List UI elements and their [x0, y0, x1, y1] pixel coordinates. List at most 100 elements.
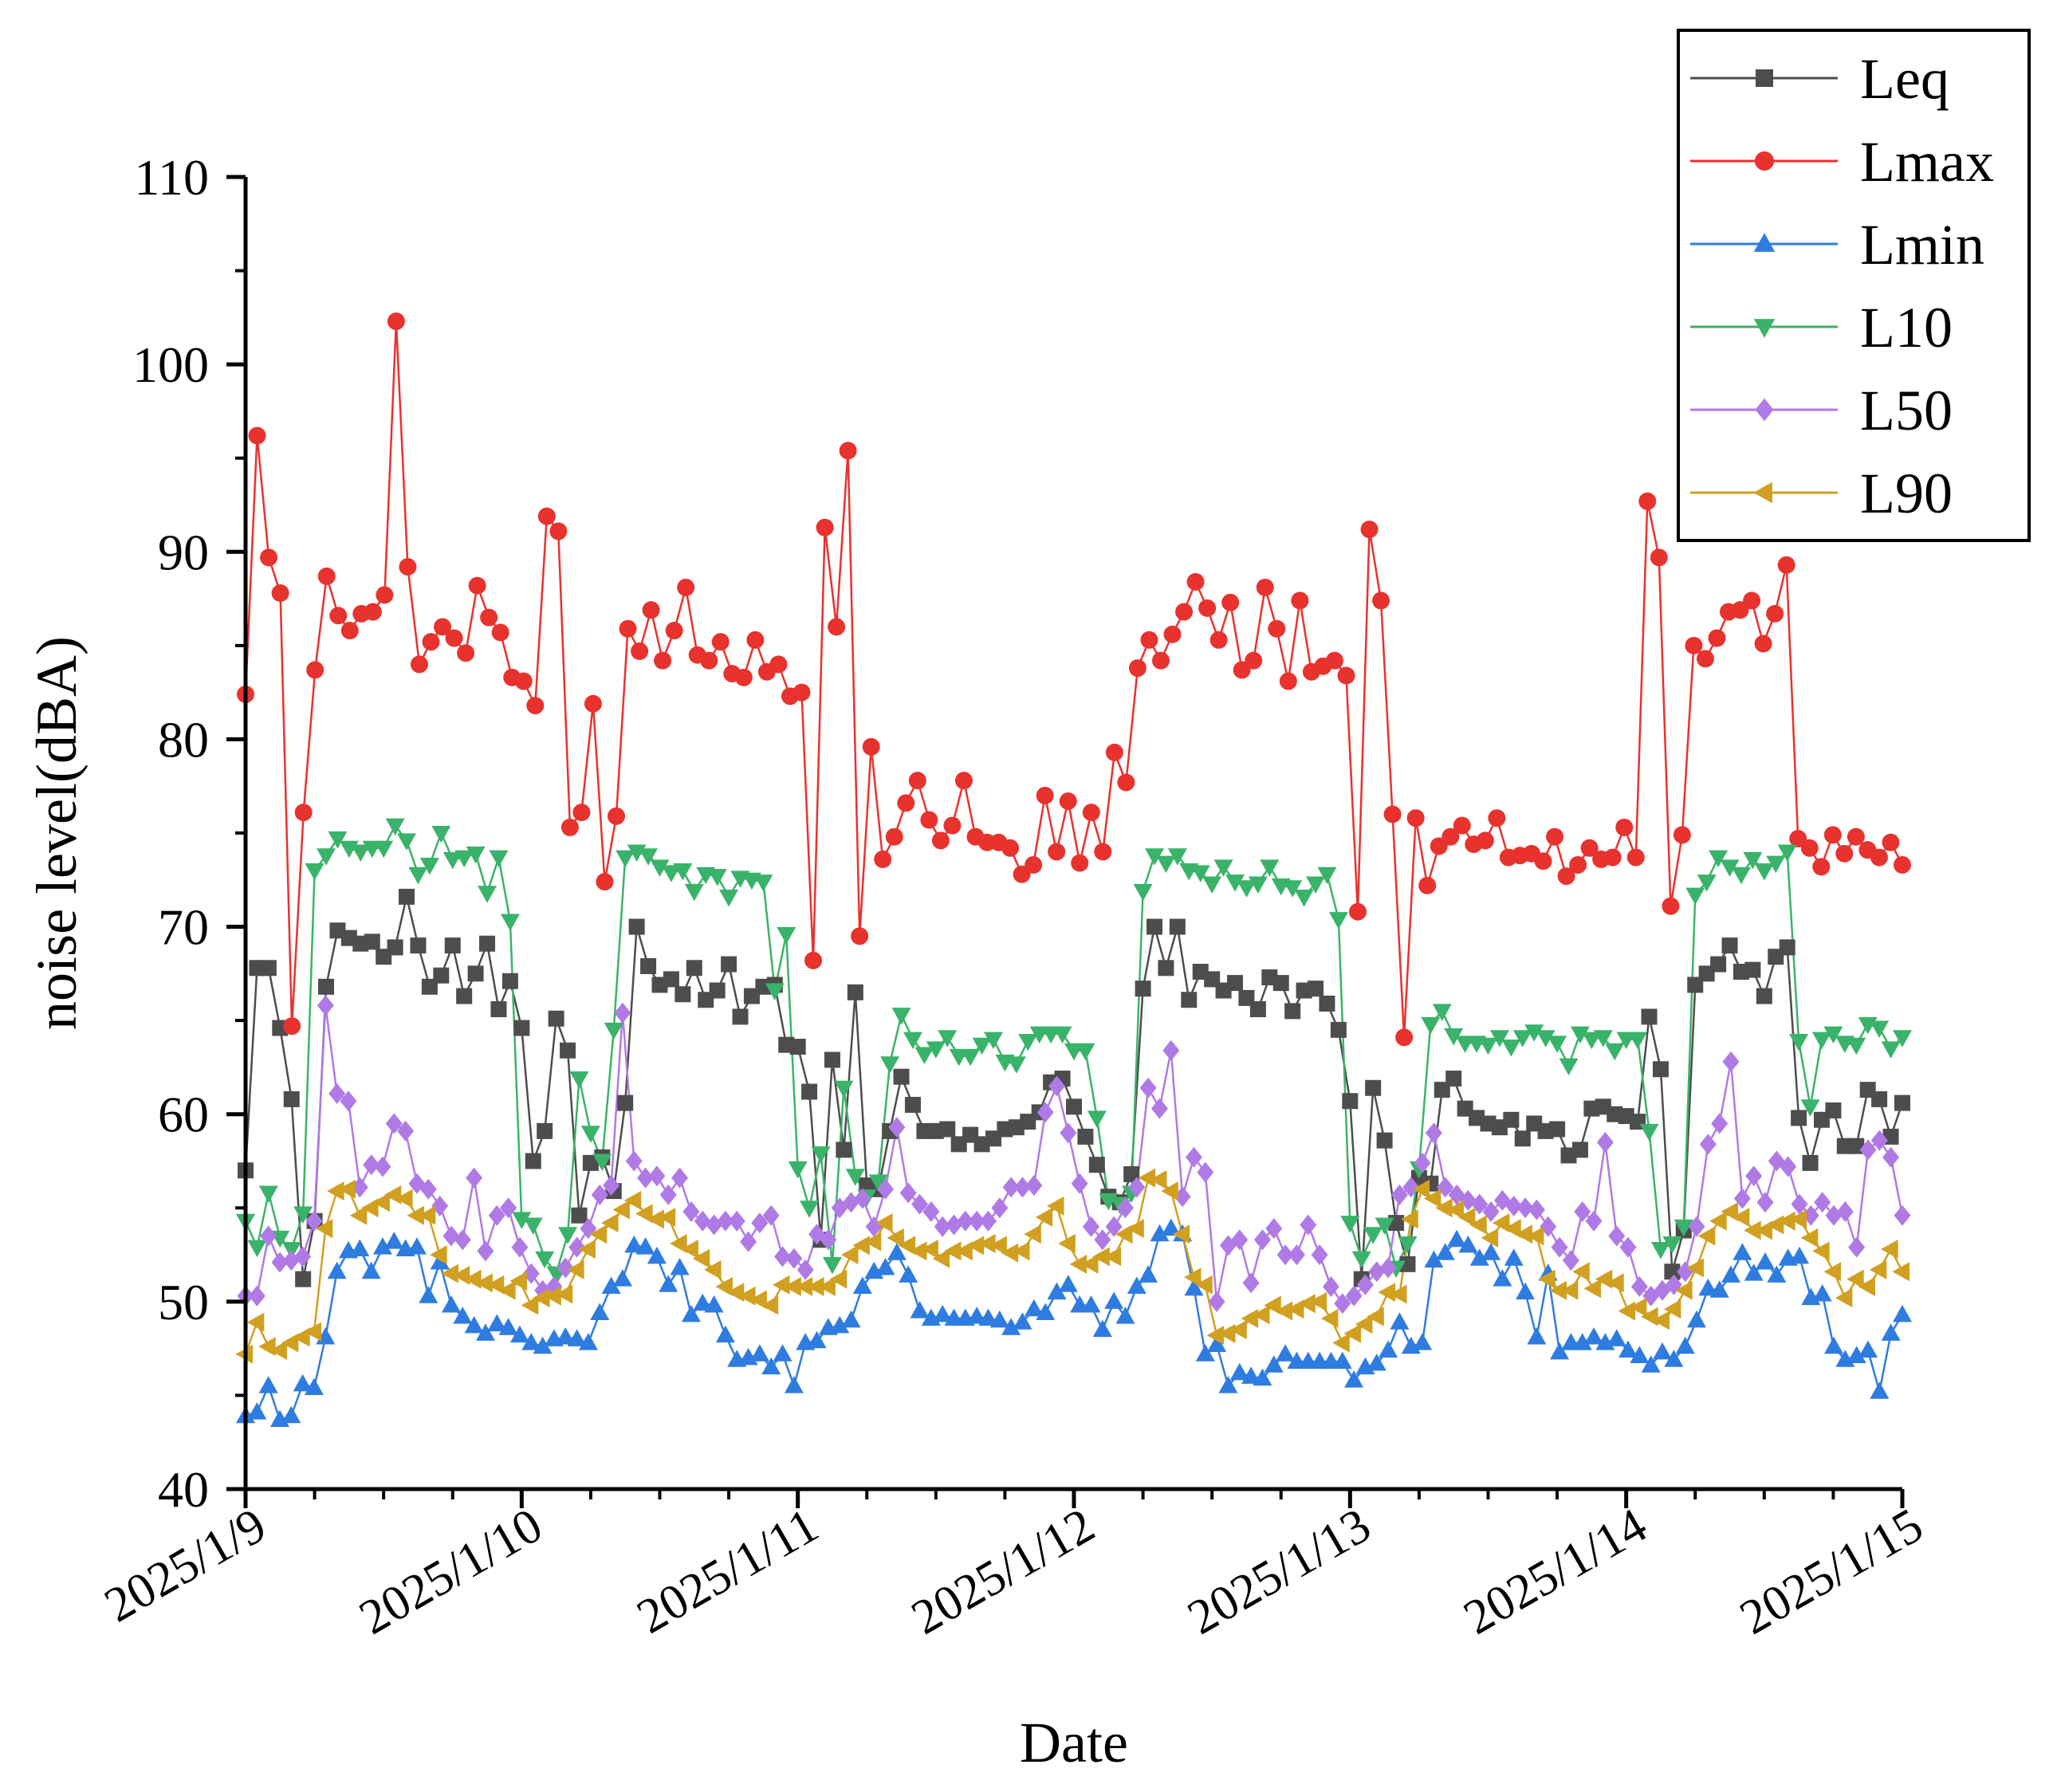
data-point-l50	[717, 1210, 734, 1232]
data-point-l50	[706, 1214, 723, 1236]
legend-item-l90: L90	[1690, 462, 1953, 525]
data-point-lmax	[608, 807, 626, 825]
data-point-l90	[1778, 1211, 1795, 1231]
data-point-lmax	[769, 655, 788, 674]
data-point-l10	[1593, 1030, 1613, 1047]
data-point-l50	[1688, 1216, 1705, 1237]
legend: Leq Lmax Lmin L10 L50 L90	[1677, 29, 2031, 542]
data-point-l50	[1105, 1216, 1123, 1237]
data-point-l10	[535, 1251, 555, 1269]
data-point-l90	[1755, 1220, 1773, 1240]
data-point-l10	[1536, 1030, 1555, 1047]
data-point-l50	[260, 1225, 277, 1247]
data-point-lmax	[1025, 855, 1043, 874]
data-point-lmax	[399, 558, 417, 576]
data-point-l90	[1675, 1280, 1693, 1300]
data-point-l10	[777, 926, 796, 945]
data-point-l90	[1572, 1262, 1590, 1282]
data-point-lmax	[1105, 743, 1123, 761]
data-point-lmax	[1580, 839, 1599, 857]
legend-label: Lmax	[1860, 130, 1994, 194]
data-point-lmin	[1435, 1243, 1455, 1260]
data-point-lmax	[1140, 631, 1158, 649]
data-point-l50	[1185, 1146, 1202, 1168]
data-point-lmax	[1383, 805, 1402, 823]
data-point-lmax	[746, 631, 765, 649]
data-point-lmin	[1184, 1278, 1204, 1296]
data-point-l90	[1389, 1284, 1407, 1304]
data-point-l90	[589, 1224, 608, 1244]
data-point-l50	[1036, 1102, 1054, 1123]
data-point-leq	[789, 1039, 806, 1055]
data-point-lmax	[560, 818, 579, 836]
data-point-lmax	[1835, 844, 1854, 863]
data-point-lmax	[734, 668, 753, 686]
data-point-leq	[1445, 1071, 1462, 1087]
data-point-l90	[1583, 1279, 1602, 1299]
data-point-lmax	[862, 737, 880, 756]
data-point-lmax	[422, 633, 440, 651]
data-point-l90	[269, 1340, 287, 1360]
data-point-l90	[601, 1213, 619, 1233]
data-point-lmax	[376, 586, 394, 604]
data-point-lmax	[1870, 848, 1888, 867]
data-point-l90	[1481, 1228, 1499, 1248]
data-point-leq	[399, 888, 415, 905]
data-point-l90	[692, 1248, 710, 1268]
data-point-leq	[1284, 1003, 1301, 1020]
data-point-l90	[1823, 1262, 1842, 1282]
data-point-l50	[522, 1263, 540, 1284]
data-point-l90	[749, 1290, 767, 1310]
data-point-l90	[887, 1228, 904, 1248]
series-markers-lmax	[237, 312, 1911, 1047]
data-point-leq	[721, 956, 737, 973]
data-point-l10	[1628, 1032, 1648, 1050]
data-point-l10	[1823, 1026, 1843, 1044]
data-point-l50	[1882, 1146, 1900, 1168]
data-point-l90	[281, 1333, 299, 1353]
data-point-l90	[715, 1277, 733, 1297]
data-point-l10	[1306, 876, 1326, 894]
data-point-l90	[1024, 1224, 1041, 1244]
data-point-l90	[1709, 1211, 1727, 1231]
data-point-l90	[1789, 1209, 1807, 1229]
data-point-leq	[1077, 1128, 1094, 1145]
data-point-lmin	[1504, 1248, 1524, 1266]
data-point-l50	[305, 1210, 323, 1232]
data-point-l10	[926, 1041, 946, 1059]
data-point-lmax	[457, 644, 475, 662]
data-point-l10	[1731, 867, 1751, 885]
data-point-l10	[580, 1126, 600, 1143]
data-point-leq	[663, 971, 679, 988]
legend-item-lmax: Lmax	[1690, 130, 1994, 194]
data-point-l10	[1237, 880, 1257, 898]
plot-marker-layer	[235, 312, 1912, 1427]
data-point-leq	[1641, 1008, 1658, 1025]
data-point-l10	[569, 1071, 589, 1089]
plot-series-layer	[244, 321, 1904, 1421]
data-point-leq	[364, 933, 380, 950]
data-point-lmin	[1767, 1265, 1787, 1283]
data-point-l90	[647, 1209, 664, 1229]
data-point-l50	[740, 1231, 757, 1252]
data-point-l50	[1722, 1051, 1740, 1072]
data-point-lmax	[931, 831, 950, 850]
data-point-l50	[1711, 1113, 1729, 1134]
legend-label: L10	[1860, 296, 1953, 360]
data-point-l10	[684, 883, 704, 902]
data-point-l50	[1780, 1156, 1797, 1177]
data-point-leq	[1376, 1132, 1393, 1149]
data-point-lmax	[1894, 855, 1911, 874]
data-point-l10	[1673, 1219, 1693, 1237]
data-point-lmax	[1325, 651, 1343, 670]
data-point-l90	[1229, 1320, 1247, 1340]
data-point-lmax	[1059, 792, 1077, 811]
y-tick-label: 100	[132, 336, 209, 393]
data-point-lmin	[1058, 1275, 1078, 1292]
data-point-l50	[1836, 1201, 1854, 1222]
data-point-lmax	[410, 655, 428, 674]
data-point-leq	[1319, 995, 1335, 1012]
data-point-l50	[1894, 1204, 1911, 1226]
data-point-l50	[1174, 1186, 1191, 1208]
data-point-l90	[635, 1204, 653, 1224]
